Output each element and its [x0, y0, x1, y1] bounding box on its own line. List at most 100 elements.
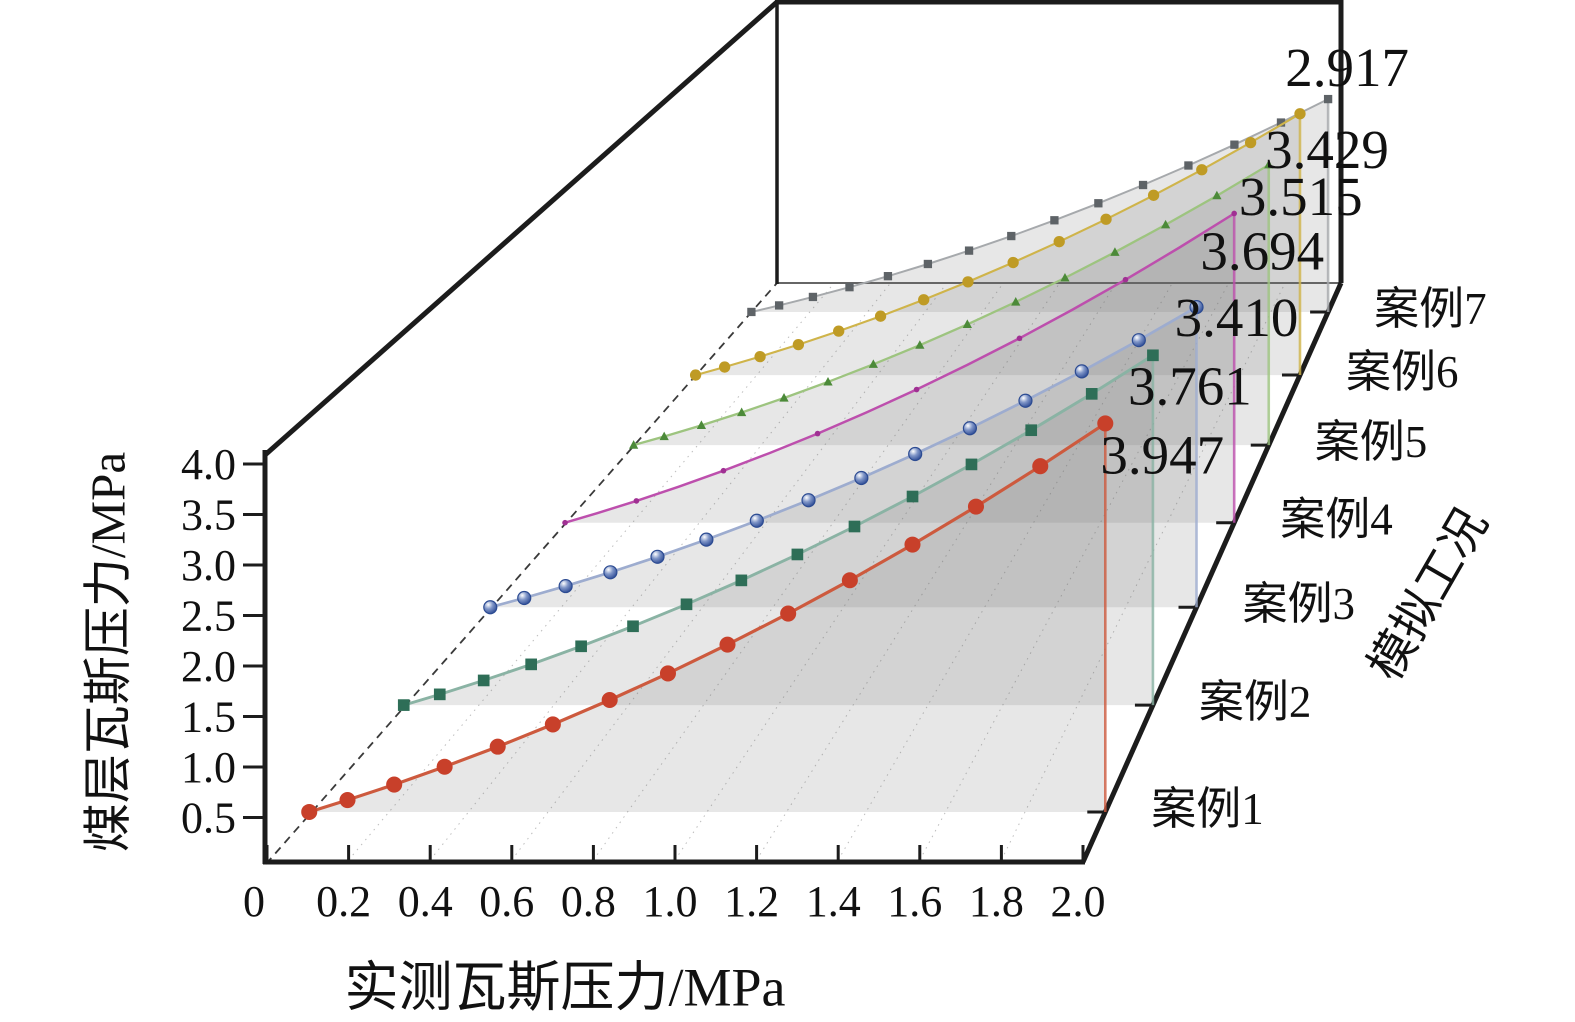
data-point-案例3: [1074, 364, 1089, 379]
data-point-案例6: [792, 338, 805, 351]
data-point-案例3: [650, 549, 665, 564]
data-point-案例6: [1196, 164, 1208, 176]
data-point-案例2: [1025, 424, 1038, 437]
data-point-案例5: [1212, 190, 1222, 200]
x-tick-label: 0.2: [316, 877, 371, 926]
data-point-案例4: [814, 430, 821, 437]
data-point-案例5: [823, 376, 833, 386]
data-point-案例3: [1131, 333, 1146, 348]
data-point-案例2: [791, 548, 804, 561]
data-point-案例5: [1264, 159, 1274, 169]
data-point-案例4: [1231, 210, 1237, 217]
data-point-案例7: [1184, 161, 1193, 170]
data-point-案例2: [1147, 349, 1159, 362]
data-point-案例7: [923, 259, 933, 269]
data-point-案例1: [301, 803, 318, 821]
x-tick-label: 1.8: [969, 877, 1024, 926]
y-tick-label: 4.0: [181, 440, 236, 489]
series-fill-案例7: [751, 99, 1329, 312]
end-value-label-案例6: 3.429: [1265, 119, 1389, 180]
data-point-案例6: [689, 369, 702, 381]
data-point-案例2: [397, 699, 410, 711]
data-point-案例5: [1011, 297, 1021, 306]
data-point-案例1: [544, 716, 561, 733]
data-point-案例1: [339, 792, 356, 809]
y-tick-label: 0.5: [181, 794, 236, 843]
data-point-案例2: [575, 640, 587, 653]
series-fills: [309, 99, 1329, 812]
depth-gridline: [837, 283, 1173, 861]
end-value-label-案例2: 3.761: [1128, 355, 1252, 416]
data-point-案例5: [779, 393, 789, 402]
data-point-案例1: [719, 636, 736, 653]
end-value-label-案例1: 3.947: [1100, 424, 1224, 485]
x-tick-label: 1.6: [887, 877, 942, 926]
data-point-案例6: [918, 294, 930, 306]
data-point-案例6: [1147, 189, 1160, 201]
case-label: 案例1: [1151, 784, 1264, 834]
x-tick-label: 0.6: [479, 877, 534, 926]
left-depth-edge: [263, 0, 779, 457]
data-point-案例6: [874, 310, 887, 322]
data-point-案例6: [833, 325, 845, 337]
data-point-案例7: [1230, 140, 1239, 149]
case-label: 案例7: [1374, 284, 1487, 334]
series-fill-案例1: [309, 423, 1106, 812]
x-axis-title: 实测瓦斯压力/MPa: [344, 957, 786, 1018]
data-point-案例7: [1007, 231, 1016, 241]
end-value-label-案例4: 3.694: [1200, 220, 1324, 281]
depth-gridline: [592, 283, 1004, 861]
frame: [262, 0, 1344, 865]
data-point-案例7: [1138, 180, 1148, 190]
data-point-案例1: [601, 691, 618, 709]
data-point-案例3: [1018, 393, 1033, 408]
x-tick-label: 0.4: [398, 877, 453, 926]
data-point-案例5: [915, 340, 925, 349]
data-point-案例3: [517, 590, 532, 606]
x-tick-label: 1.0: [643, 877, 698, 926]
data-point-案例3: [1189, 299, 1204, 315]
data-point-案例2: [735, 574, 748, 587]
data-point-案例2: [525, 658, 537, 671]
data-point-案例1: [1032, 458, 1049, 475]
y-tick-label: 2.0: [181, 642, 236, 691]
series-line-案例4: [563, 212, 1236, 524]
data-point-案例6: [1007, 256, 1019, 269]
data-point-案例3: [558, 578, 573, 594]
data-point-案例5: [962, 319, 972, 328]
data-point-案例3: [854, 470, 869, 486]
data-point-案例1: [780, 605, 797, 622]
data-point-案例3: [749, 513, 764, 528]
x-tick-label: 2.0: [1051, 877, 1106, 926]
case-label: 案例5: [1315, 417, 1428, 467]
data-point-案例2: [848, 520, 861, 533]
y-tick-label: 3.5: [181, 491, 236, 540]
data-point-案例3: [801, 493, 816, 508]
series-curves: [301, 94, 1333, 821]
y-axis-title: 煤层瓦斯压力/MPa: [80, 451, 136, 853]
data-point-案例1: [1097, 415, 1114, 432]
data-point-案例4: [1122, 276, 1129, 283]
data-point-案例2: [680, 598, 693, 611]
data-point-案例1: [436, 758, 453, 775]
data-point-案例5: [868, 359, 878, 368]
data-point-案例5: [737, 407, 747, 417]
data-point-案例4: [1016, 335, 1023, 342]
case-label: 案例4: [1280, 495, 1393, 545]
data-point-案例6: [1100, 213, 1112, 225]
data-point-案例7: [1323, 94, 1333, 104]
series-fill-案例6: [695, 113, 1300, 376]
data-point-案例6: [719, 361, 731, 373]
data-point-案例2: [433, 688, 446, 701]
end-value-label-案例7: 2.917: [1285, 37, 1409, 98]
data-point-案例7: [1050, 216, 1059, 225]
data-point-案例1: [489, 738, 506, 755]
depth-axis-line: [1080, 281, 1344, 864]
data-point-案例5: [696, 420, 707, 429]
data-point-案例3: [908, 446, 923, 462]
data-point-案例1: [659, 665, 676, 682]
data-point-案例7: [747, 307, 756, 317]
case-label: 案例3: [1243, 579, 1356, 629]
start-depth-dashed-line: [265, 282, 778, 865]
